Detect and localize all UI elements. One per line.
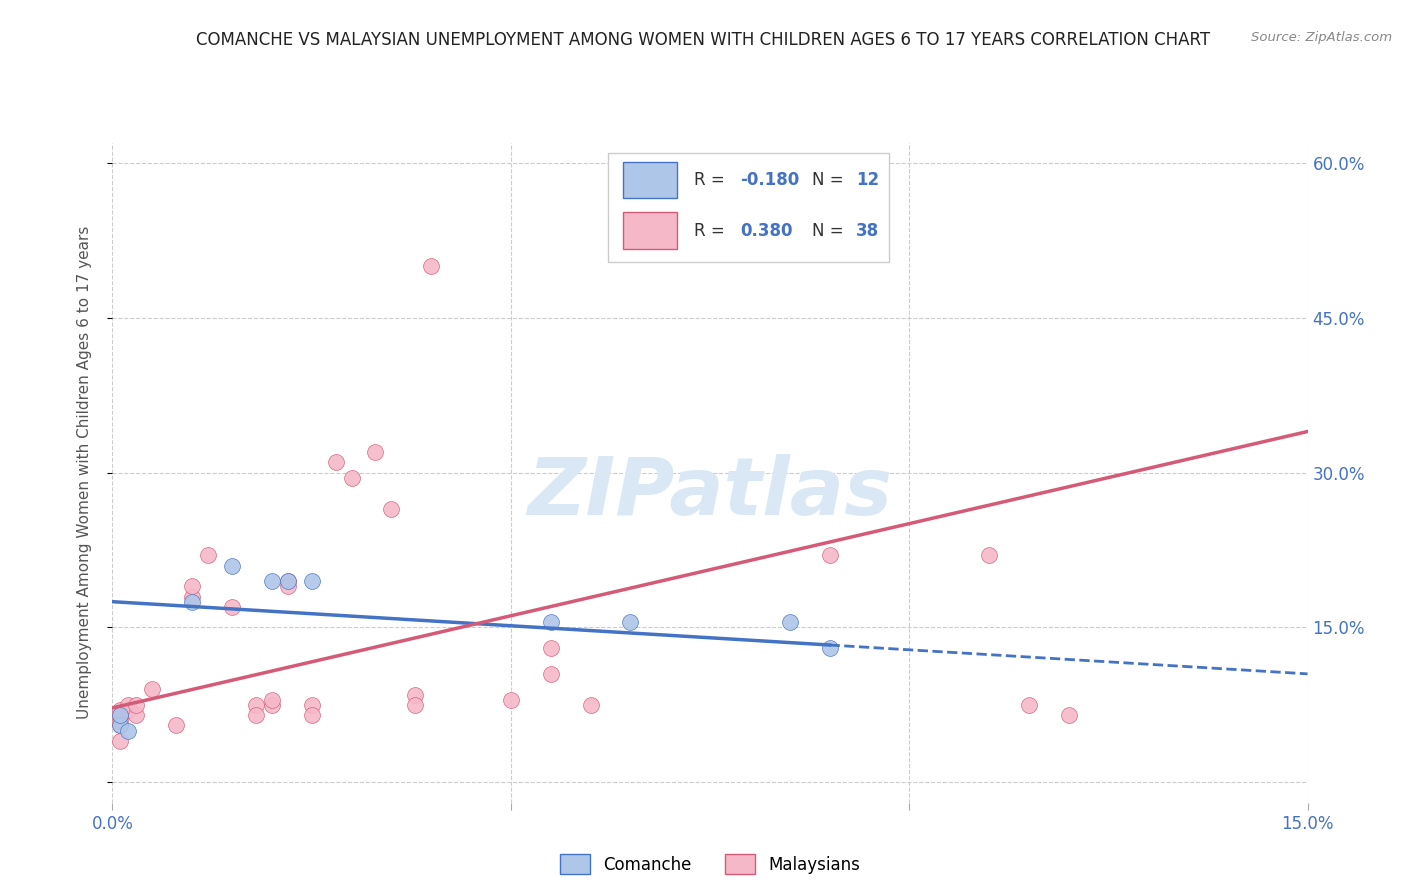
Point [420, 260, 443, 274]
Point [340, 471, 363, 485]
Point [245, 708, 267, 723]
Y-axis label: Unemployment Among Women with Children Ages 6 to 17 years: Unemployment Among Women with Children A… [77, 226, 91, 720]
Text: R =: R = [695, 171, 731, 189]
Point [125, 708, 148, 723]
Point [301, 574, 323, 588]
Point [380, 501, 402, 516]
Point [165, 718, 187, 732]
Point [818, 641, 841, 656]
Point [110, 734, 132, 748]
Point [117, 698, 139, 712]
Text: COMANCHE VS MALAYSIAN UNEMPLOYMENT AMONG WOMEN WITH CHILDREN AGES 6 TO 17 YEARS : COMANCHE VS MALAYSIAN UNEMPLOYMENT AMONG… [195, 31, 1211, 49]
Point [277, 579, 299, 593]
Text: N =: N = [811, 171, 848, 189]
Point [818, 548, 841, 563]
FancyBboxPatch shape [609, 153, 889, 261]
Point [364, 445, 387, 459]
Point [277, 574, 299, 588]
Point [1018, 698, 1040, 712]
Text: R =: R = [695, 221, 731, 240]
Point [260, 692, 283, 706]
Text: 38: 38 [856, 221, 879, 240]
Point [221, 558, 243, 573]
FancyBboxPatch shape [623, 162, 676, 199]
Point [181, 579, 204, 593]
Point [110, 714, 132, 728]
Text: ZIPatlas: ZIPatlas [527, 453, 893, 532]
Point [325, 455, 347, 469]
Legend: Comanche, Malaysians: Comanche, Malaysians [553, 847, 868, 880]
Point [110, 708, 132, 723]
Point [260, 574, 283, 588]
Point [277, 574, 299, 588]
Point [404, 688, 426, 702]
Point [977, 548, 1000, 563]
Text: 0.380: 0.380 [740, 221, 793, 240]
Point [540, 615, 562, 630]
Point [540, 641, 562, 656]
Point [110, 703, 132, 717]
FancyBboxPatch shape [623, 212, 676, 249]
Point [301, 698, 323, 712]
Text: -0.180: -0.180 [740, 171, 799, 189]
Text: 12: 12 [856, 171, 879, 189]
Text: Source: ZipAtlas.com: Source: ZipAtlas.com [1251, 31, 1392, 45]
Point [260, 698, 283, 712]
Point [110, 718, 132, 732]
Point [125, 698, 148, 712]
Point [245, 698, 267, 712]
Point [540, 666, 562, 681]
Point [779, 615, 801, 630]
Point [110, 718, 132, 732]
Text: N =: N = [811, 221, 848, 240]
Point [197, 548, 219, 563]
Point [404, 698, 426, 712]
Point [117, 703, 139, 717]
Point [117, 723, 139, 738]
Point [579, 698, 602, 712]
Point [221, 599, 243, 614]
Point [181, 595, 204, 609]
Point [301, 708, 323, 723]
Point [181, 590, 204, 604]
Point [619, 615, 641, 630]
Point [499, 692, 522, 706]
Point [110, 708, 132, 723]
Point [141, 682, 163, 697]
Point [1057, 708, 1080, 723]
